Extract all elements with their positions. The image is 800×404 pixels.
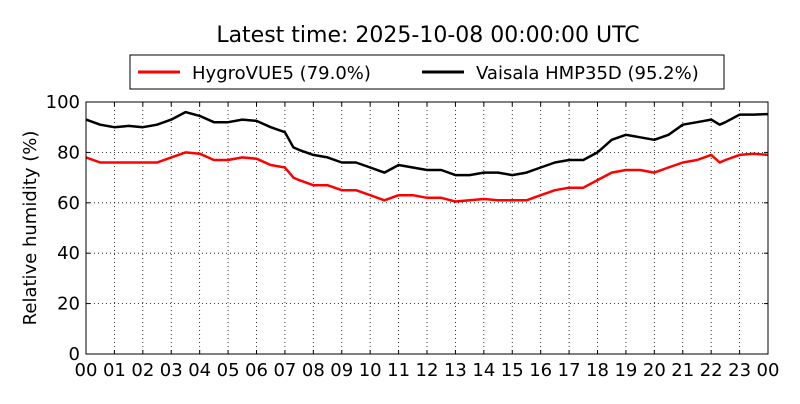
legend: HygroVUE5 (79.0%) Vaisala HMP35D (95.2%) (129, 54, 725, 90)
y-axis-label: Relative humidity (%) (20, 131, 41, 326)
x-tick-label: 00 (75, 360, 98, 381)
x-tick-label: 12 (416, 360, 439, 381)
x-tick-label: 22 (700, 360, 723, 381)
series-line-vaisala (85, 110, 769, 177)
x-tick-label: 05 (217, 360, 240, 381)
x-tick-label: 01 (103, 360, 126, 381)
x-tick-label: 17 (558, 360, 581, 381)
y-tick-label: 0 (69, 344, 80, 365)
x-tick-label: 03 (160, 360, 183, 381)
x-tick-label: 18 (586, 360, 609, 381)
x-tick-label: 08 (302, 360, 325, 381)
legend-label-hygrovue5: HygroVUE5 (79.0%) (192, 63, 371, 84)
x-tick-label: 15 (501, 360, 524, 381)
chart-title: Latest time: 2025-10-08 00:00:00 UTC (216, 23, 639, 48)
x-tick-label: 00 (757, 360, 780, 381)
x-tick-label: 13 (444, 360, 467, 381)
y-tick-label: 80 (57, 142, 80, 163)
x-tick-label: 21 (671, 360, 694, 381)
x-tick-label: 19 (614, 360, 637, 381)
x-tick-label: 07 (273, 360, 296, 381)
x-tick-label: 09 (330, 360, 353, 381)
series-group (85, 110, 769, 203)
x-tick-label: 16 (529, 360, 552, 381)
x-tick-label: 14 (472, 360, 495, 381)
y-tick-label: 60 (57, 193, 80, 214)
series-line-hygrovue5 (85, 151, 769, 203)
x-tick-label: 11 (387, 360, 410, 381)
x-tick-label: 10 (359, 360, 382, 381)
x-tick-label: 20 (643, 360, 666, 381)
x-tick-label: 23 (728, 360, 751, 381)
legend-label-vaisala: Vaisala HMP35D (95.2%) (476, 63, 699, 84)
x-tick-label: 02 (131, 360, 154, 381)
x-tick-label: 06 (245, 360, 268, 381)
y-tick-label: 100 (46, 92, 80, 113)
grid (86, 102, 768, 354)
y-tick-label: 40 (57, 243, 80, 264)
y-tick-label: 20 (57, 294, 80, 315)
plot-frame (85, 101, 769, 355)
x-tick-label: 04 (188, 360, 211, 381)
